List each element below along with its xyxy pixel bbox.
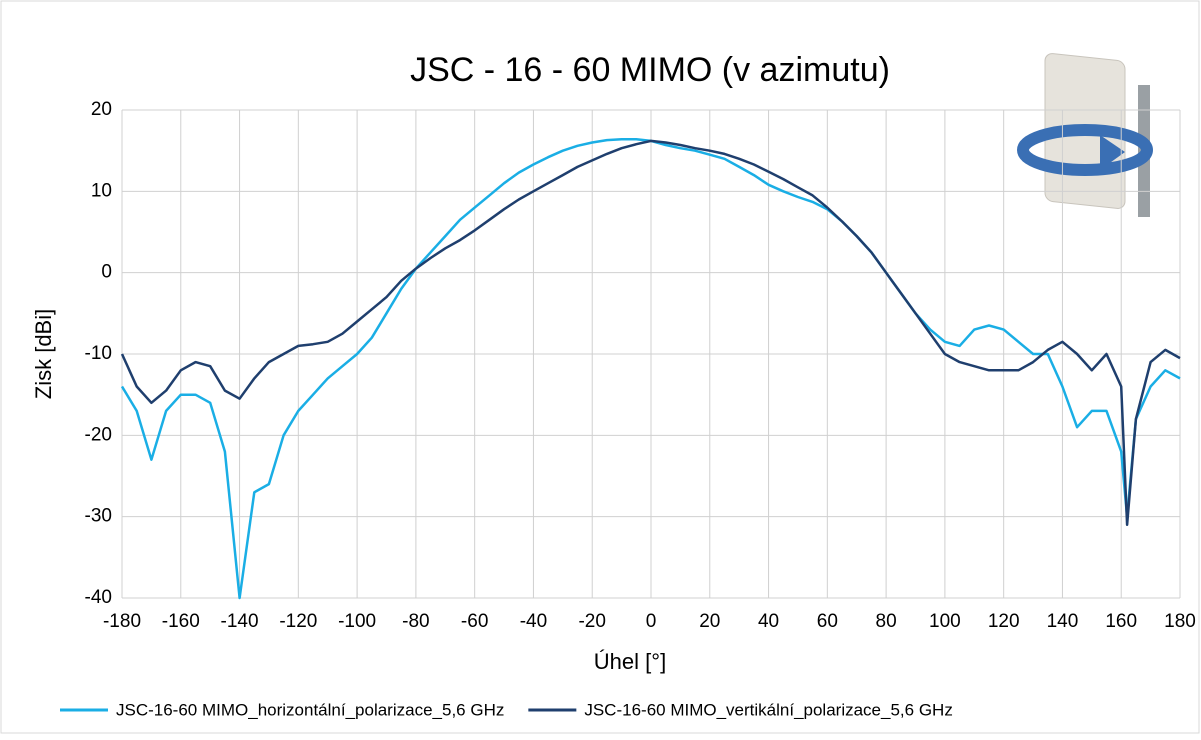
x-axis-label: Úhel [°] [594,649,666,674]
y-tick-label: -20 [85,424,112,445]
x-tick-label: 140 [1047,611,1079,632]
y-tick-label: -30 [85,506,112,527]
series-line [120,139,1181,527]
x-tick-label: 80 [876,611,897,632]
x-tick-label: -160 [162,611,200,632]
antenna-icon [1017,53,1153,217]
x-tick-label: -120 [279,611,317,632]
x-tick-label: -20 [578,611,605,632]
legend-label: JSC-16-60 MIMO_horizontální_polarizace_5… [116,700,504,719]
arrow-head [1100,135,1125,170]
legend-label: JSC-16-60 MIMO_vertikální_polarizace_5,6… [584,700,952,719]
y-tick-label: 0 [101,262,112,283]
x-tick-label: 100 [929,611,961,632]
x-tick-label: -60 [461,611,488,632]
x-tick-label: 60 [817,611,838,632]
y-tick-label: -10 [85,343,112,364]
y-axis-label: Zisk [dBi] [31,309,56,399]
x-tick-label: 180 [1164,611,1196,632]
x-tick-label: 120 [988,611,1020,632]
chart-title: JSC - 16 - 60 MIMO (v azimutu) [410,51,890,89]
x-tick-label: 160 [1105,611,1137,632]
x-tick-label: -40 [520,611,547,632]
y-tick-label: 20 [91,99,112,120]
x-tick-label: 20 [699,611,720,632]
y-tick-label: 10 [91,180,112,201]
x-tick-label: 0 [646,611,657,632]
x-tick-label: -180 [103,611,141,632]
x-tick-label: -100 [338,611,376,632]
rotation-arrow [1017,124,1153,176]
y-tick-label: -40 [85,587,112,608]
x-tick-label: -80 [402,611,429,632]
x-tick-label: -140 [221,611,259,632]
x-tick-label: 40 [758,611,779,632]
